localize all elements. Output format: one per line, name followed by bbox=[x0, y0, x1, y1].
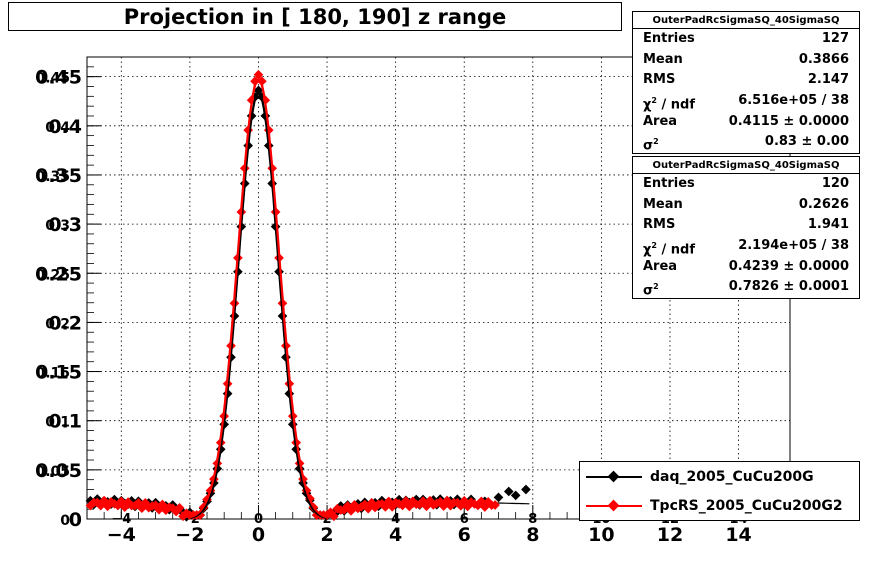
y-tick-label-inner: 0.1 bbox=[45, 415, 70, 431]
x-tick-label: −4 bbox=[107, 524, 136, 546]
stats-row-area: Area 0.4115 ± 0.0000 bbox=[643, 113, 849, 129]
x-tick-label: 0 bbox=[252, 524, 265, 546]
data-point-daq bbox=[510, 490, 521, 501]
y-tick-label: 0.35 bbox=[35, 165, 82, 187]
data-point-tpcrs bbox=[329, 511, 339, 522]
stats-row-rms: RMS 2.147 bbox=[643, 72, 849, 88]
stats-row-mean: Mean 0.3866 bbox=[643, 51, 849, 67]
stats-header: OuterPadRcSigmaSQ_40SigmaSQ bbox=[633, 12, 859, 29]
stats-row-mean: Mean 0.2626 bbox=[643, 196, 849, 212]
y-tick-label: 0 bbox=[69, 509, 82, 531]
data-point-daq bbox=[493, 492, 504, 503]
stats-row-chi2: χ2 / ndf 2.194e+05 / 38 bbox=[643, 238, 849, 258]
data-point-tpcrs bbox=[174, 503, 185, 513]
x-tick-label: 14 bbox=[725, 524, 751, 546]
y-tick-label: 0.2 bbox=[48, 312, 82, 334]
data-point-daq bbox=[521, 484, 531, 495]
y-tick-label-inner: 0.3 bbox=[45, 218, 70, 234]
x-tick-label: 2 bbox=[320, 524, 333, 546]
stats-row-area: Area 0.4239 ± 0.0000 bbox=[643, 258, 849, 274]
y-tick-label: 0.4 bbox=[48, 116, 82, 138]
data-point-tpcrs bbox=[490, 500, 500, 510]
fit-curve-daq bbox=[189, 92, 328, 519]
x-tick-label: −2 bbox=[175, 524, 204, 546]
y-tick-label-inner: 0.25 bbox=[35, 267, 70, 283]
stats-row-entries: Entries 120 bbox=[643, 176, 849, 191]
x-tick-label: 6 bbox=[458, 524, 471, 546]
legend-sample-daq bbox=[586, 463, 642, 491]
x-tick-label: 12 bbox=[657, 524, 683, 546]
y-tick-label: 0.3 bbox=[48, 214, 82, 236]
y-tick-label-inner: 0.2 bbox=[45, 316, 70, 332]
x-tick-label-inner: 4 bbox=[391, 512, 400, 527]
legend-sample-tpcrs bbox=[586, 492, 642, 520]
legend-entry-tpcrs: TpcRS_2005_CuCu200G2 bbox=[580, 492, 859, 520]
x-tick-label-inner: 6 bbox=[460, 512, 469, 527]
y-tick-label-inner: 0.4 bbox=[45, 120, 70, 136]
y-tick-label: 0.15 bbox=[35, 362, 82, 384]
stats-row-sigma2: σ2 0.7826 ± 0.0001 bbox=[643, 279, 849, 299]
stats-box-daq: OuterPadRcSigmaSQ_40SigmaSQ Entries 127 M… bbox=[632, 11, 860, 155]
x-tick-label-inner: −4 bbox=[111, 512, 131, 527]
y-tick-label-inner: 0.15 bbox=[35, 366, 70, 382]
y-tick-label: 0.05 bbox=[35, 460, 82, 482]
stats-row-rms: RMS 1.941 bbox=[643, 217, 849, 233]
stats-row-entries: Entries 127 bbox=[643, 31, 849, 46]
x-tick-label: 8 bbox=[526, 524, 539, 546]
legend-label-daq: daq_2005_CuCu200G bbox=[650, 469, 814, 485]
x-tick-label-inner: 8 bbox=[528, 512, 537, 527]
x-tick-label: 4 bbox=[389, 524, 402, 546]
y-tick-label-inner: 0.05 bbox=[35, 464, 70, 480]
chart-title-text: Projection in [ 180, 190] z range bbox=[123, 4, 507, 29]
y-tick-label-inner: 0 bbox=[60, 513, 70, 529]
y-tick-label-inner: 0.35 bbox=[35, 169, 70, 185]
legend: daq_2005_CuCu200G TpcRS_2005_CuCu200G2 bbox=[579, 461, 860, 521]
y-tick-label: 0.25 bbox=[35, 263, 82, 285]
y-tick-label: 0.45 bbox=[35, 67, 82, 89]
data-point-daq bbox=[503, 486, 514, 497]
data-point-daq bbox=[253, 85, 264, 96]
stats-box-tpcrs: OuterPadRcSigmaSQ_40SigmaSQ Entries 120 M… bbox=[632, 156, 860, 300]
legend-entry-daq: daq_2005_CuCu200G bbox=[580, 463, 859, 491]
legend-label-tpcrs: TpcRS_2005_CuCu200G2 bbox=[650, 498, 843, 514]
stats-header: OuterPadRcSigmaSQ_40SigmaSQ bbox=[633, 157, 859, 174]
stats-row-sigma2: σ2 0.83 ± 0.00 bbox=[643, 134, 849, 154]
chart-title: Projection in [ 180, 190] z range bbox=[8, 2, 622, 31]
x-tick-label: 10 bbox=[588, 524, 614, 546]
y-tick-label: 0.1 bbox=[48, 411, 82, 433]
stats-row-chi2: χ2 / ndf 6.516e+05 / 38 bbox=[643, 93, 849, 113]
y-tick-label-inner: 0.45 bbox=[35, 71, 70, 87]
x-tick-label-inner: 0 bbox=[254, 512, 263, 527]
fit-curve-tpcrs bbox=[189, 78, 328, 519]
